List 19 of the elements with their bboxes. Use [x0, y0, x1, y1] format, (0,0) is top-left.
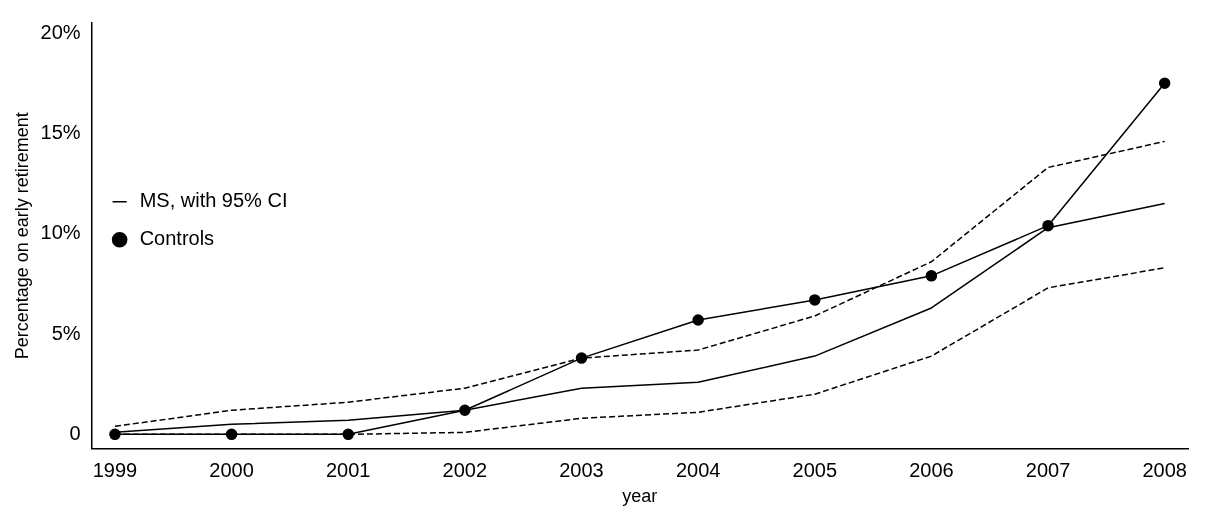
x-tick-label: 1999	[92, 458, 138, 481]
y-tick-label: 10%	[40, 221, 81, 244]
y-axis-title: Percentage on early retirement	[11, 112, 32, 360]
y-tick-label: 0	[69, 421, 81, 444]
legend-label: Controls	[139, 227, 215, 250]
y-tick-label: 15%	[40, 120, 81, 143]
y-tick-label: 20%	[40, 20, 81, 43]
y-tick-label: 5%	[51, 321, 81, 344]
x-axis-title: year	[622, 486, 658, 507]
x-tick-label: 2001	[325, 458, 371, 481]
x-tick-label: 2002	[442, 458, 488, 481]
x-tick-label: 2008	[1142, 458, 1187, 481]
x-tick-label: 2007	[1025, 458, 1071, 481]
x-tick-label: 2004	[675, 458, 721, 481]
x-tick-label: 2003	[559, 458, 604, 481]
x-tick-label: 2006	[909, 458, 954, 481]
x-tick-label: 2000	[209, 458, 254, 481]
x-tick-label: 2005	[792, 458, 838, 481]
legend-label: MS, with 95% CI	[139, 189, 288, 212]
